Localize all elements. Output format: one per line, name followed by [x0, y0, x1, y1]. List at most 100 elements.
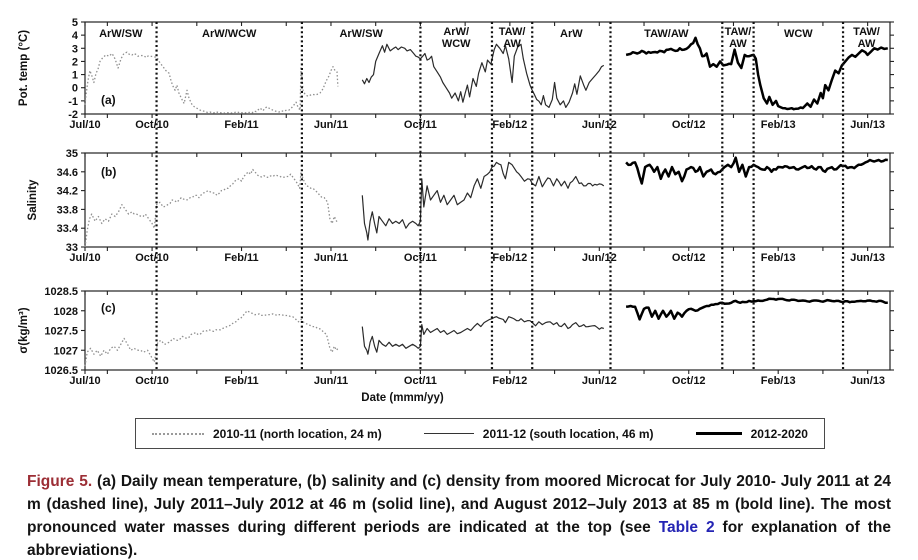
- series-line-solid: [361, 161, 605, 241]
- x-tick-label: Jun/13: [850, 252, 885, 264]
- series-line-dotted: [84, 310, 339, 367]
- x-tick-label: Oct/10: [135, 119, 169, 131]
- series-line-bold: [625, 297, 888, 321]
- y-tick-label: 1028.5: [44, 286, 78, 298]
- y-tick-label: 1028: [54, 306, 78, 318]
- watermass-labels: ArW/SW ArW/WCW ArW/SW ArW/WCW TAW/AW ArW TAW/A…: [99, 26, 880, 50]
- y-tick-label: 33: [66, 242, 78, 254]
- x-tick-label: Oct/10: [135, 252, 169, 264]
- series-line-dotted: [84, 51, 339, 114]
- x-tick-label: Feb/11: [224, 375, 258, 387]
- watermass-label: TAW/: [499, 26, 526, 38]
- y-axis-title: Pot. temp (°C): [18, 30, 30, 106]
- y-tick-label: 33.8: [57, 204, 78, 216]
- watermass-label: ArW/SW: [99, 28, 143, 40]
- figure-number-label: Figure 5.: [27, 473, 93, 490]
- watermass-label: WCW: [784, 28, 813, 40]
- y-tick-label: 4: [72, 30, 79, 42]
- x-tick-label: Jun/12: [582, 252, 617, 264]
- watermass-label: TAW/: [725, 26, 752, 38]
- watermass-label: AW: [729, 38, 747, 50]
- y-tick-label: 33.4: [57, 223, 79, 235]
- panel-b: Jul/10Oct/10Feb/11Jun/11Oct/11Feb/12Jun/…: [27, 148, 894, 264]
- series-line-solid: [361, 43, 605, 109]
- x-tick-label: Feb/13: [761, 252, 796, 264]
- x-tick-label: Feb/11: [224, 252, 258, 264]
- legend-entry-2010-11: 2010-11 (north location, 24 m): [152, 427, 382, 441]
- x-axis-title: Date (mmm/yy): [361, 392, 444, 404]
- watermass-label: WCW: [442, 38, 471, 50]
- x-tick-label: Oct/10: [135, 375, 169, 387]
- watermass-label: AW: [858, 38, 876, 50]
- y-tick-label: 2: [72, 56, 78, 68]
- legend-label: 2011-12 (south location, 46 m): [482, 426, 654, 441]
- y-axis-title: Salinity: [27, 179, 39, 221]
- x-tick-label: Jun/11: [314, 375, 348, 387]
- caption-text-after-link: for explanation of the abbreviations).: [27, 519, 891, 559]
- figure-caption: Figure 5. (a) Daily mean temperature, (b…: [27, 470, 891, 560]
- x-tick-label: Feb/12: [492, 119, 527, 131]
- x-tick-label: Feb/12: [492, 375, 527, 387]
- solid-line-sample-icon: [423, 433, 474, 434]
- watermass-label: ArW/SW: [339, 28, 383, 40]
- y-tick-label: 5: [72, 17, 78, 29]
- y-tick-label: 3: [72, 43, 78, 55]
- x-tick-label: Oct/12: [672, 252, 706, 264]
- y-tick-label: 1027.5: [44, 326, 78, 338]
- y-tick-label: 1027: [54, 345, 78, 357]
- watermass-label: ArW/WCW: [202, 28, 257, 40]
- x-tick-label: Feb/11: [224, 119, 258, 131]
- caption-text-before-link: (a) Daily mean temperature, (b) salinity…: [27, 473, 891, 536]
- x-tick-label: Jun/13: [850, 119, 885, 131]
- figure-canvas: Jul/10 Oct/10 Feb/11 Jun/11 Oct/11 Feb/12 Jun/…: [18, 17, 894, 404]
- x-tick-label: Jun/13: [850, 375, 885, 387]
- y-tick-label: 1026.5: [44, 365, 78, 377]
- y-tick-label: -1: [68, 96, 78, 108]
- y-tick-label: 34.6: [57, 167, 78, 179]
- legend-label: 2010-11 (north location, 24 m): [213, 426, 382, 441]
- y-tick-label: 1: [72, 70, 78, 82]
- series-line-dotted: [84, 168, 339, 248]
- y-tick-label: -2: [68, 109, 78, 121]
- series-line-bold: [625, 36, 889, 111]
- x-tick-label: Jul/10: [69, 119, 100, 131]
- panel-box: [84, 21, 891, 115]
- watermass-label: ArW: [560, 28, 583, 40]
- dotted-line-sample-icon: [152, 432, 204, 435]
- panel-a: Jul/10Oct/10Feb/11Jun/11Oct/11Feb/12Jun/…: [18, 17, 894, 131]
- legend-entry-2011-12: 2011-12 (south location, 46 m): [423, 426, 654, 441]
- legend-entry-2012-2020: 2012-2020: [695, 426, 808, 441]
- watermass-label: TAW/AW: [644, 28, 689, 40]
- y-tick-label: 0: [72, 83, 78, 95]
- x-tick-label: Oct/12: [672, 119, 706, 131]
- panel-c: Jul/10 Oct/10 Feb/11 Jun/11 Oct/11 Feb/12 Jun/…: [18, 286, 894, 387]
- watermass-label: TAW/: [853, 26, 880, 38]
- y-tick-label: 35: [66, 148, 78, 160]
- legend-label: 2012-2020: [750, 426, 808, 441]
- x-tick-label: Oct/12: [672, 375, 706, 387]
- x-tick-label: Jun/12: [582, 375, 617, 387]
- x-tick-label: Oct/11: [404, 375, 437, 387]
- watermass-label: AW: [503, 38, 521, 50]
- x-tick-label: Jun/12: [582, 119, 617, 131]
- series-line-bold: [625, 156, 888, 185]
- x-tick-label: Jul/10: [69, 252, 100, 264]
- x-tick-label: Feb/13: [761, 119, 796, 131]
- panel-letter: (b): [101, 165, 116, 179]
- legend: 2010-11 (north location, 24 m) 2011-12 (…: [135, 418, 825, 449]
- panel-box: [84, 152, 891, 248]
- table-2-link[interactable]: Table 2: [658, 519, 715, 536]
- x-tick-label: Jun/11: [314, 252, 348, 264]
- panel-letter: (c): [101, 301, 116, 315]
- panel-letter: (a): [101, 93, 116, 107]
- watermass-dividers: [155, 22, 845, 370]
- x-tick-label: Jun/11: [314, 119, 348, 131]
- y-tick-label: 34.2: [57, 186, 78, 198]
- series-line-solid: [361, 316, 604, 355]
- x-tick-label: Feb/12: [492, 252, 527, 264]
- y-axis-title: σ(kg/m³): [18, 307, 30, 353]
- x-tick-label: Feb/13: [761, 375, 796, 387]
- watermass-label: ArW/: [443, 26, 469, 38]
- x-tick-label: Jul/10: [69, 375, 100, 387]
